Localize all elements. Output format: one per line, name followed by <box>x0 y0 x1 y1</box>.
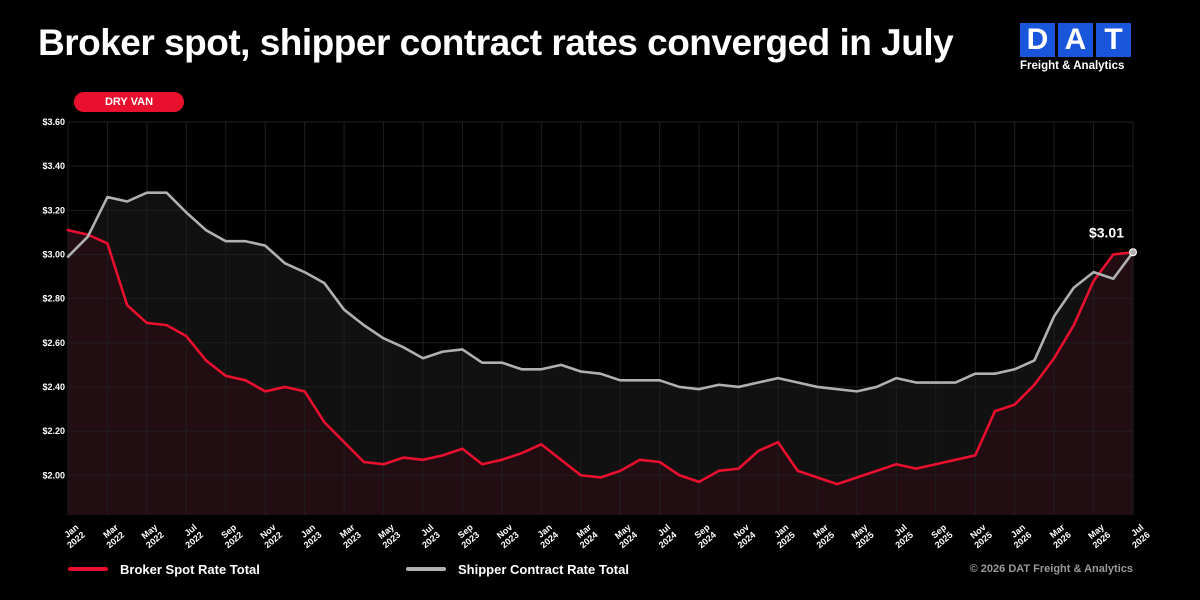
x-tick-label: Sep2023 <box>453 522 482 550</box>
legend-swatch-contract <box>406 567 446 571</box>
x-tick-label: Mar2025 <box>808 522 837 550</box>
x-tick-label: Mar2022 <box>98 522 127 550</box>
gap-area-fill <box>68 192 1133 485</box>
x-tick-label: May2023 <box>374 522 402 550</box>
logo-letter-a: A <box>1058 23 1093 57</box>
gridlines <box>67 121 1134 515</box>
x-tick-label: May2024 <box>611 522 639 550</box>
y-tick-label: $3.20 <box>42 205 65 215</box>
x-tick-label: Nov2024 <box>729 522 757 550</box>
x-tick-label: May2025 <box>848 522 876 550</box>
x-tick-label: Mar2026 <box>1045 522 1074 550</box>
y-tick-label: $3.60 <box>42 117 65 127</box>
x-tick-label: Jan2026 <box>1005 522 1033 550</box>
dat-logo: D A T Freight & Analytics <box>1020 23 1132 72</box>
y-tick-label: $2.80 <box>42 294 65 304</box>
latest-value-label: $3.01 <box>1089 224 1124 240</box>
x-tick-label: Jul2025 <box>887 522 915 550</box>
contract-rate-line <box>66 191 1135 393</box>
x-tick-label: Sep2024 <box>690 522 719 550</box>
y-tick-label: $2.60 <box>42 338 65 348</box>
page-title: Broker spot, shipper contract rates conv… <box>38 22 954 63</box>
x-tick-label: Jan2025 <box>769 522 797 550</box>
x-tick-label: Jan2024 <box>532 522 560 550</box>
legend-item-contract: Shipper Contract Rate Total <box>406 561 629 577</box>
x-tick-label: Jul2022 <box>177 522 205 550</box>
x-tick-label: Nov2025 <box>966 522 994 550</box>
spot-rate-line <box>66 228 1135 486</box>
logo-letter-d: D <box>1020 23 1055 57</box>
legend-swatch-spot <box>68 567 108 571</box>
y-tick-label: $3.00 <box>42 249 65 259</box>
y-tick-label: $3.40 <box>42 161 65 171</box>
x-tick-label: Jul2026 <box>1124 522 1152 550</box>
x-tick-label: May2026 <box>1084 522 1112 550</box>
legend-label-contract: Shipper Contract Rate Total <box>458 561 629 577</box>
logo-letter-t: T <box>1096 23 1131 57</box>
spot-area-fill <box>68 230 1133 515</box>
x-tick-label: Jul2023 <box>414 522 442 550</box>
legend-label-spot: Broker Spot Rate Total <box>120 561 260 577</box>
y-tick-label: $2.00 <box>42 470 65 480</box>
x-tick-label: Jul2024 <box>650 522 678 550</box>
x-tick-label: Jan2023 <box>295 522 323 550</box>
x-tick-label: Sep2022 <box>216 522 245 550</box>
copyright-notice: © 2026 DAT Freight & Analytics <box>969 563 1133 575</box>
y-tick-label: $2.20 <box>42 426 65 436</box>
dry-van-badge: DRY VAN <box>74 92 184 112</box>
x-tick-label: Sep2025 <box>926 522 955 550</box>
y-tick-label: $2.40 <box>42 382 65 392</box>
x-tick-label: Mar2024 <box>571 522 600 550</box>
x-tick-label: Jan2022 <box>59 522 87 550</box>
logo-subtitle: Freight & Analytics <box>1020 60 1125 72</box>
x-tick-label: Nov2022 <box>256 522 284 550</box>
x-tick-label: Mar2023 <box>335 522 364 550</box>
x-tick-label: May2022 <box>138 522 166 550</box>
logo-letters: D A T <box>1020 23 1132 57</box>
x-tick-label: Nov2023 <box>493 522 521 550</box>
end-point-marker <box>1129 248 1137 257</box>
legend-item-spot: Broker Spot Rate Total <box>68 561 260 577</box>
